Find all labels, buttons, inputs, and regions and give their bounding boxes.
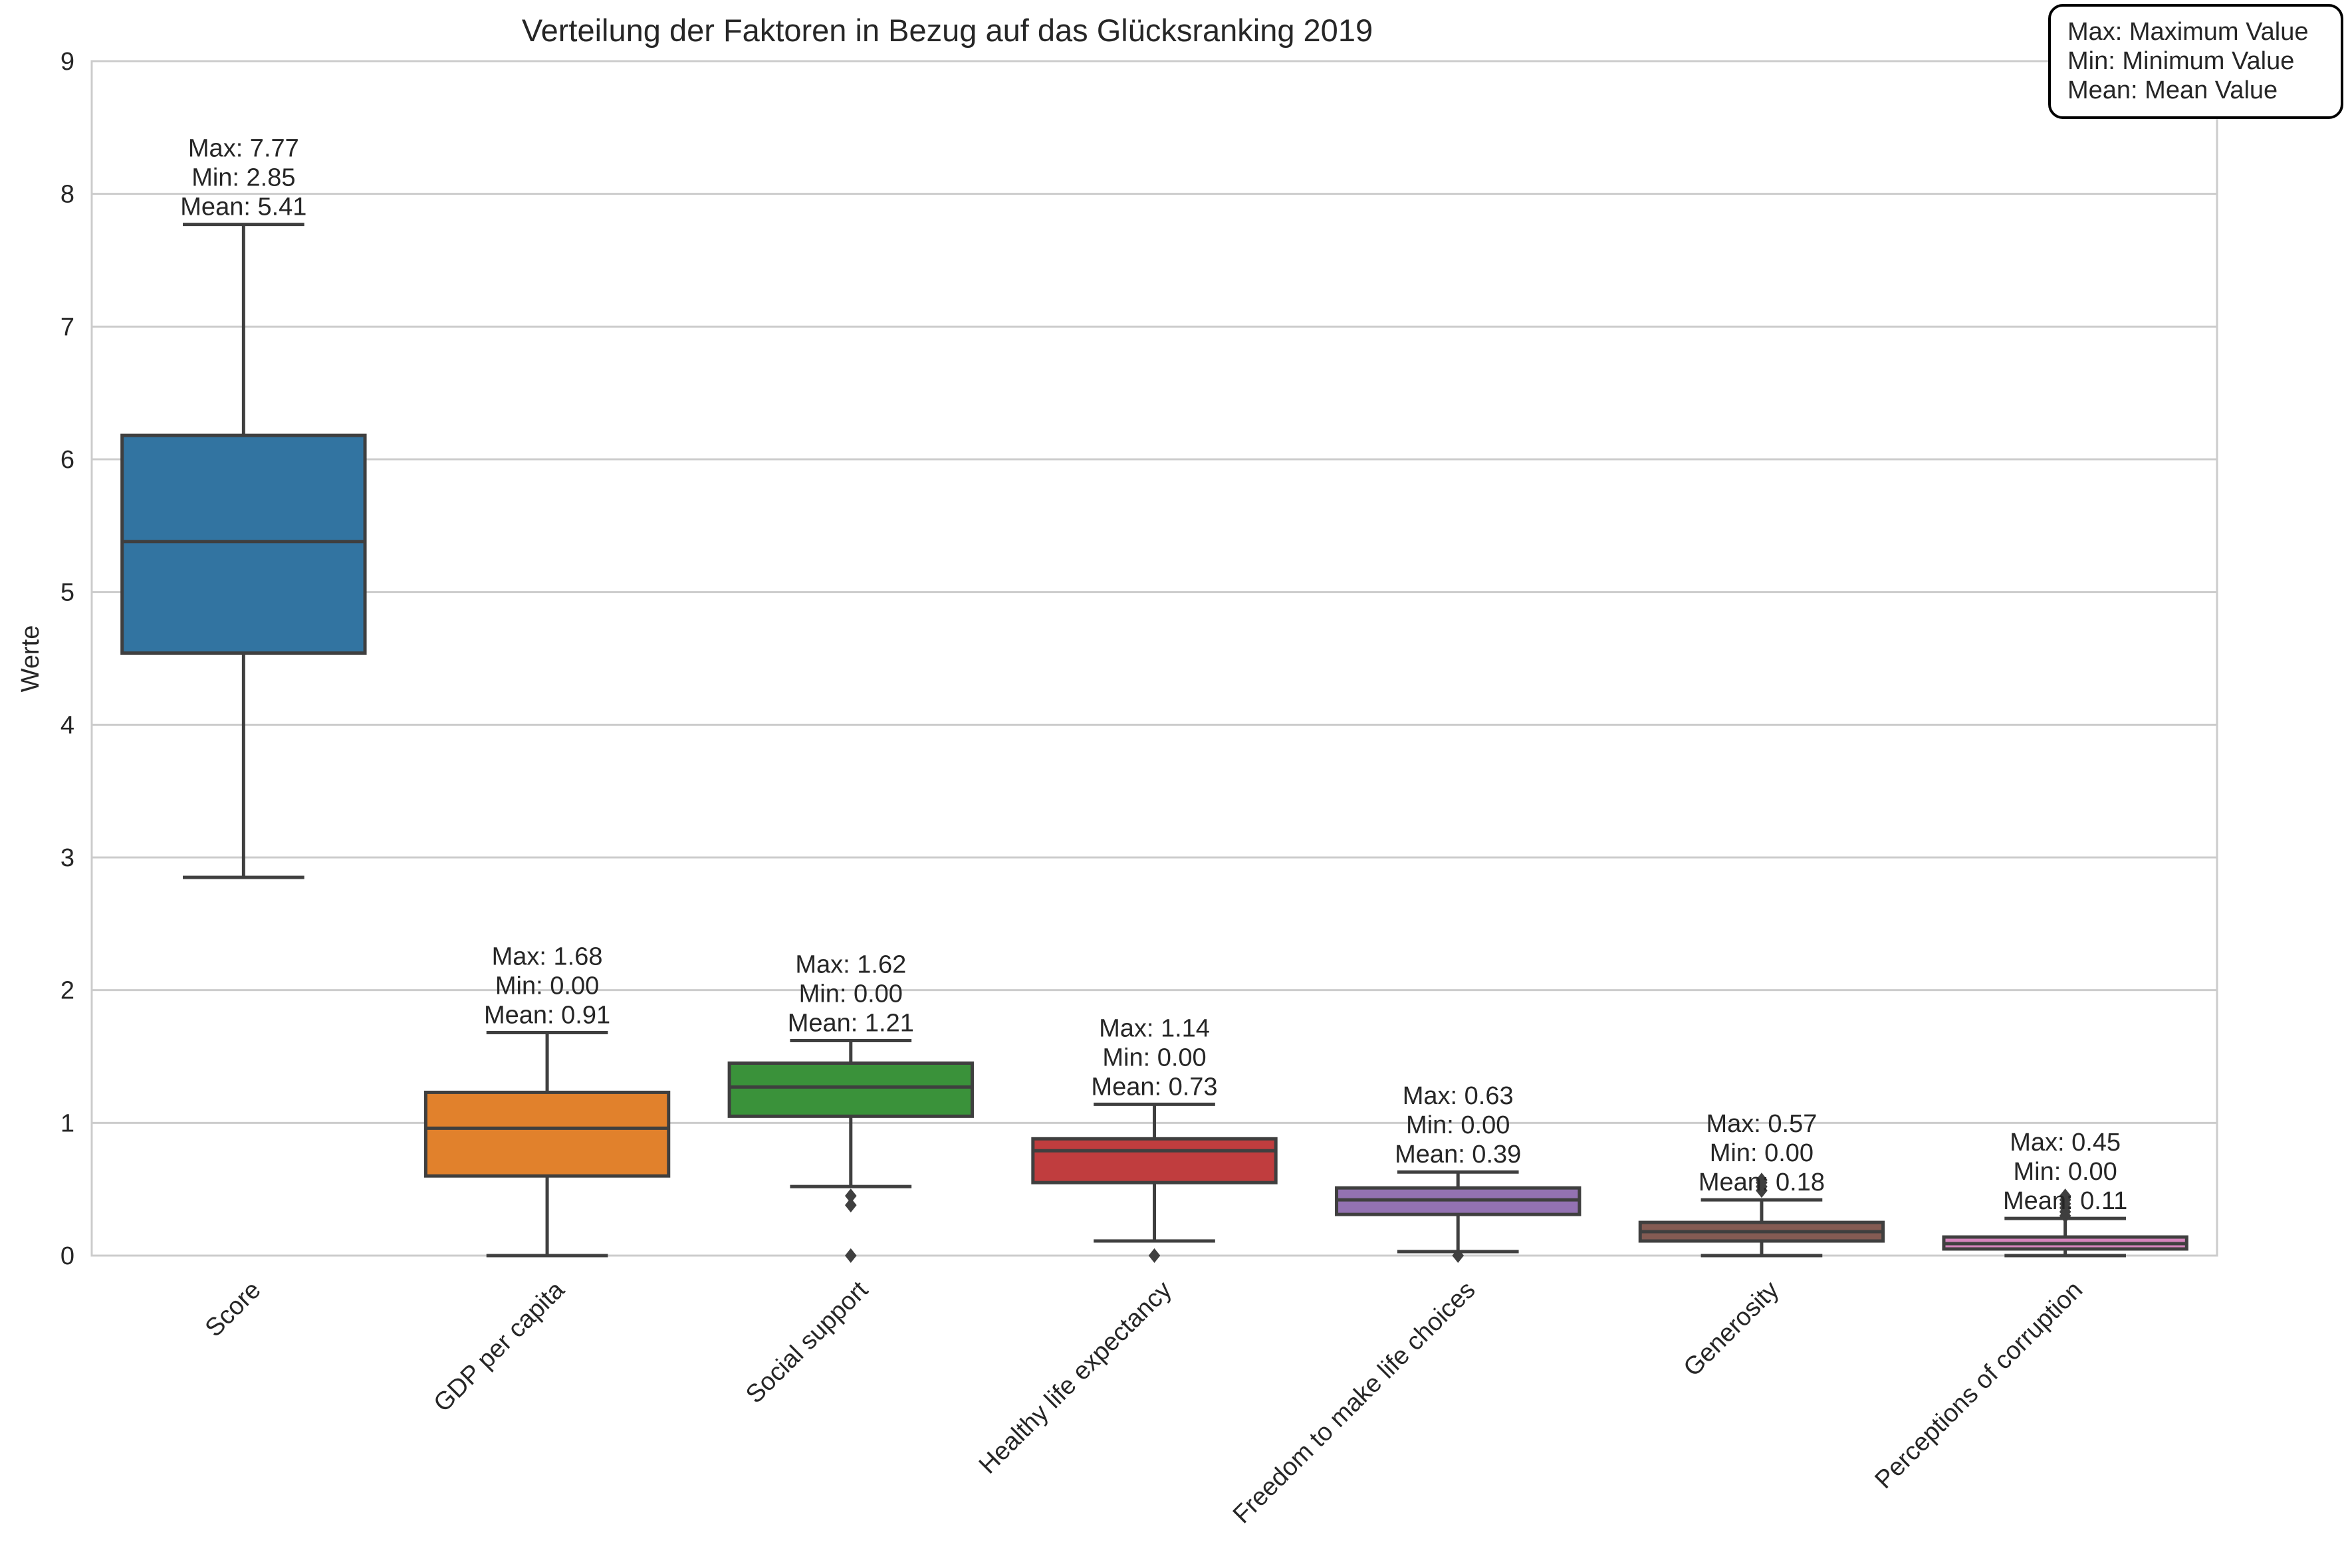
box-group	[1335, 1170, 1582, 1263]
box-group	[120, 223, 367, 879]
box-annotation: Mean: 0.73	[1091, 1073, 1217, 1101]
box-group	[423, 1031, 671, 1258]
box-annotation: Mean: 0.39	[1395, 1141, 1521, 1169]
box-group	[1031, 1102, 1278, 1263]
box-annotation: Max: 1.62	[795, 951, 906, 979]
box	[1031, 1137, 1278, 1184]
legend-line-min: Min: Minimum Value	[2067, 47, 2294, 75]
box-annotation: Min: 0.00	[1102, 1044, 1206, 1071]
y-tick-label: 1	[60, 1109, 74, 1137]
outlier-point	[1452, 1248, 1465, 1263]
chart-title: Verteilung der Faktoren in Bezug auf das…	[522, 13, 1373, 48]
box-annotation: Max: 0.45	[2010, 1129, 2121, 1157]
box-annotation: Min: 0.00	[1710, 1139, 1814, 1167]
y-tick-label: 5	[60, 579, 74, 607]
y-tick-label: 2	[60, 977, 74, 1005]
y-axis: 0 1 2 3 4 5 6 7 8 9	[60, 48, 74, 1270]
y-tick-label: 4	[60, 711, 74, 739]
box-annotation: Mean: 0.18	[1699, 1169, 1825, 1196]
outlier-point	[844, 1188, 857, 1204]
box-annotation: Min: 0.00	[1406, 1111, 1510, 1139]
y-tick-label: 3	[60, 844, 74, 872]
box-annotation: Max: 1.68	[492, 943, 603, 971]
plot-area	[120, 223, 2188, 1263]
outlier-point	[1148, 1248, 1161, 1263]
box-annotation: Max: 0.57	[1706, 1110, 1817, 1138]
box-annotation: Min: 0.00	[799, 980, 903, 1008]
box	[120, 433, 367, 655]
outlier-point	[2059, 1188, 2071, 1204]
box-annotation: Mean: 5.41	[180, 193, 306, 221]
box-annotation: Max: 7.77	[188, 135, 299, 163]
box-group	[727, 1039, 974, 1263]
box-annotation: Mean: 1.21	[788, 1010, 914, 1038]
box-annotation: Max: 1.14	[1099, 1014, 1210, 1042]
box-annotation: Min: 2.85	[191, 164, 295, 192]
y-tick-label: 8	[60, 181, 74, 209]
box-group	[1942, 1188, 2188, 1258]
outlier-point	[844, 1198, 857, 1213]
outlier-point	[844, 1248, 857, 1263]
box-annotation: Mean: 0.91	[484, 1002, 610, 1030]
y-axis-label: Werte	[17, 625, 45, 693]
box-annotation: Min: 0.00	[2013, 1158, 2117, 1186]
y-tick-label: 9	[60, 48, 74, 76]
box-annotation: Mean: 0.11	[2003, 1187, 2127, 1215]
box	[727, 1061, 974, 1118]
y-tick-label: 6	[60, 446, 74, 474]
outlier-point	[1756, 1173, 1768, 1188]
box-group	[1638, 1173, 1885, 1258]
legend-line-max: Max: Maximum Value	[2067, 18, 2309, 46]
y-tick-label: 0	[60, 1242, 74, 1270]
legend-line-mean: Mean: Mean Value	[2067, 76, 2278, 104]
legend-box: Max: Maximum Value Min: Minimum Value Me…	[2048, 4, 2343, 119]
box	[423, 1090, 671, 1178]
y-tick-label: 7	[60, 313, 74, 341]
box-annotation: Max: 0.63	[1403, 1082, 1514, 1110]
box-annotation: Min: 0.00	[495, 972, 599, 1000]
